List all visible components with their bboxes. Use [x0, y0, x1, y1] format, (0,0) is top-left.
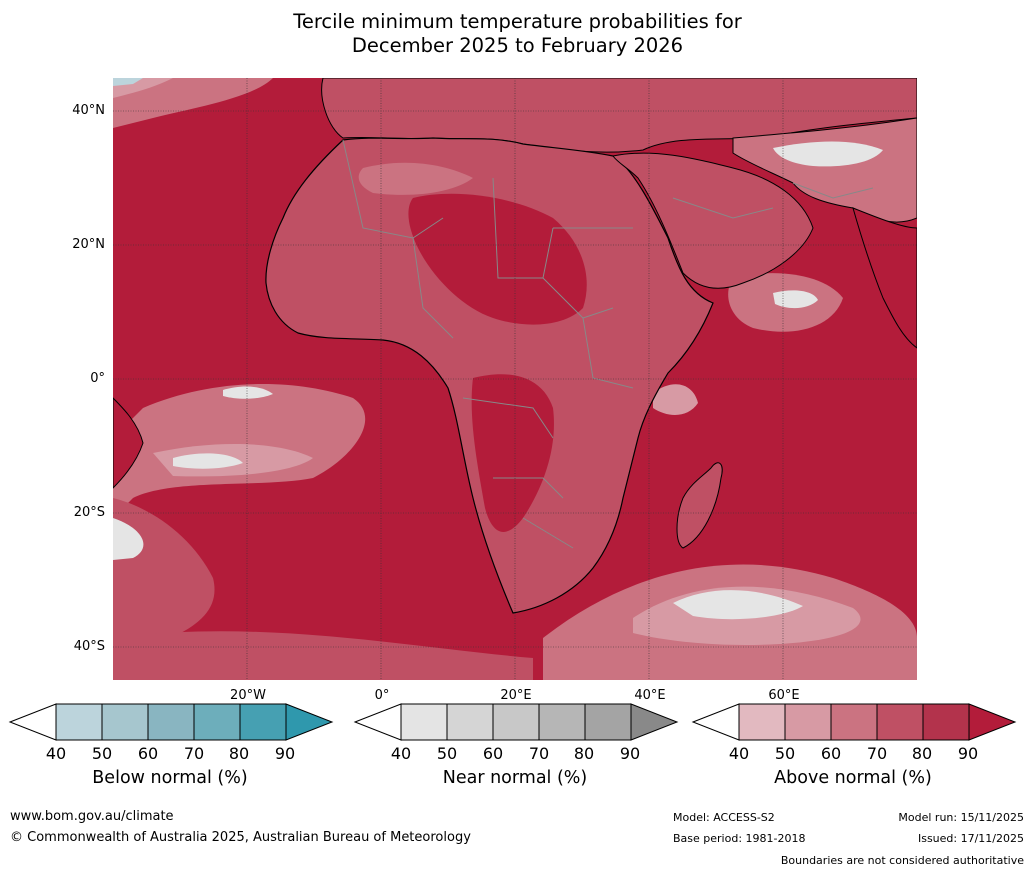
- lon-label-40e: 40°E: [634, 688, 666, 703]
- issued-date: Issued: 17/11/2025: [917, 832, 1024, 845]
- graticule: [113, 78, 917, 680]
- landmasses: [113, 78, 917, 614]
- probability-map: [113, 78, 917, 680]
- land-sahara-light: [358, 162, 473, 195]
- legend-above-tick: 90: [957, 744, 979, 763]
- legend-above-tick: 60: [820, 744, 842, 763]
- legend-near-tick: 40: [390, 744, 412, 763]
- legend-below-extend-high: [285, 703, 334, 741]
- lat-label-0: 0°: [90, 371, 105, 386]
- patch-arabian-sea-near: [773, 290, 818, 309]
- probability-patches: [113, 78, 917, 680]
- patch-below-nw: [113, 78, 143, 86]
- legend-below-swatch: [193, 703, 241, 741]
- lat-label-40s: 40°S: [73, 639, 105, 654]
- land-iran-near: [773, 141, 883, 167]
- legend-above-tick: 50: [774, 744, 796, 763]
- legend-below-svg: [8, 703, 334, 741]
- legend-near-tick: 90: [619, 744, 641, 763]
- legend-above-tick: 40: [728, 744, 750, 763]
- legend-near-tick: 80: [573, 744, 595, 763]
- legend-near-tick: 70: [528, 744, 550, 763]
- legend-near-swatch: [538, 703, 586, 741]
- land-south-america-tip: [113, 397, 144, 489]
- legend-above-label: Above normal (%): [774, 768, 932, 788]
- title-line-1: Tercile minimum temperature probabilitie…: [293, 10, 742, 33]
- boundaries-disclaimer: Boundaries are not considered authoritat…: [780, 854, 1024, 867]
- copyright-text: © Commonwealth of Australia 2025, Austra…: [10, 830, 471, 845]
- legend-above-swatch: [876, 703, 924, 741]
- patch-somalia-coast: [653, 384, 698, 415]
- legend-above-svg: [691, 703, 1017, 741]
- lat-label-20n: 20°N: [72, 237, 105, 252]
- legend-near-tick: 50: [436, 744, 458, 763]
- legend-above-swatch: [784, 703, 832, 741]
- legend-above-swatch: [922, 703, 970, 741]
- patch-near-1: [173, 453, 243, 469]
- legend-near-extend-low: [353, 703, 402, 741]
- map-canvas: [113, 78, 917, 680]
- legend-below-tick: 70: [183, 744, 205, 763]
- legend-below-swatch: [55, 703, 103, 741]
- legend-below-swatch: [101, 703, 149, 741]
- legend-above-extend-low: [691, 703, 740, 741]
- legend-below-label: Below normal (%): [92, 768, 248, 788]
- website-link[interactable]: www.bom.gov.au/climate: [10, 809, 174, 824]
- model-name: Model: ACCESS-S2: [673, 811, 775, 824]
- lon-label-60e: 60°E: [768, 688, 800, 703]
- legend-above-swatch: [830, 703, 878, 741]
- land-africa-inner-high: [408, 193, 587, 325]
- model-run: Model run: 15/11/2025: [898, 811, 1024, 824]
- legend-near-svg: [353, 703, 679, 741]
- chart-title: Tercile minimum temperature probabilitie…: [0, 10, 1035, 58]
- legend-below-tick: 90: [274, 744, 296, 763]
- land-africa-south-high: [471, 374, 554, 532]
- legend-near-tick: 60: [482, 744, 504, 763]
- land-arabia: [612, 152, 814, 289]
- legend-below-extend-low: [8, 703, 57, 741]
- legend-above-tick: 80: [911, 744, 933, 763]
- patch-south-indian-near: [673, 590, 803, 620]
- legend-below-swatch: [239, 703, 287, 741]
- lat-label-20s: 20°S: [73, 505, 105, 520]
- patch-southern-ocean: [113, 631, 533, 680]
- title-line-2: December 2025 to February 2026: [351, 34, 684, 57]
- legend-below-swatch: [147, 703, 195, 741]
- lon-label-20w: 20°W: [230, 688, 266, 703]
- patch-sw-atlantic-light: [113, 518, 144, 560]
- patch-near-2: [223, 386, 273, 399]
- legend-near-swatch: [446, 703, 494, 741]
- legend-below-tick: 60: [137, 744, 159, 763]
- legend-near-extend-high: [630, 703, 679, 741]
- legend-near-swatch: [584, 703, 632, 741]
- legend-above-extend-high: [968, 703, 1017, 741]
- lon-label-20e: 20°E: [500, 688, 532, 703]
- lon-label-0: 0°: [374, 688, 390, 703]
- legend-below-tick: 50: [91, 744, 113, 763]
- lat-label-40n: 40°N: [72, 103, 105, 118]
- legend-near-normal-bar: [353, 703, 679, 741]
- land-india: [852, 207, 917, 349]
- legend-below-normal-bar: [8, 703, 334, 741]
- legend-above-normal-bar: [691, 703, 1017, 741]
- base-period: Base period: 1981-2018: [673, 832, 806, 845]
- legend-near-swatch: [492, 703, 540, 741]
- legend-below-tick: 80: [228, 744, 250, 763]
- legend-above-tick: 70: [866, 744, 888, 763]
- patch-north-atlantic: [113, 78, 273, 128]
- legend-near-label: Near normal (%): [442, 768, 588, 788]
- legend-near-swatch: [400, 703, 448, 741]
- land-madagascar: [676, 462, 723, 549]
- legend-above-swatch: [738, 703, 786, 741]
- country-borders: [342, 139, 874, 549]
- legend-below-tick: 40: [45, 744, 67, 763]
